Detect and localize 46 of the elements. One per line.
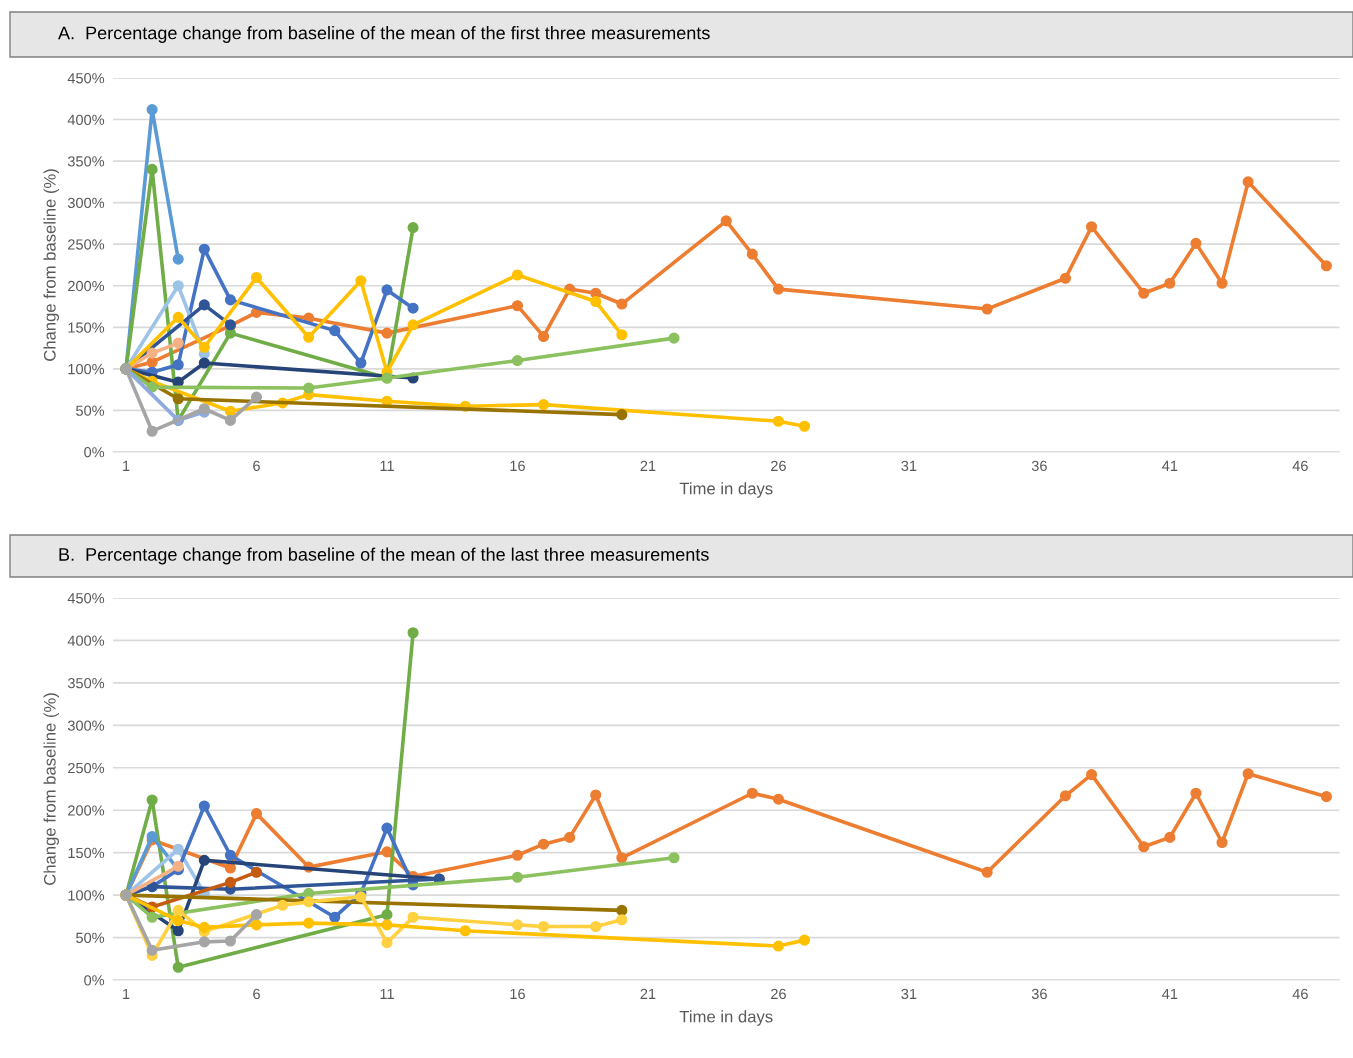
- x-tick-label: 31: [901, 460, 917, 472]
- y-tick-label: 250%: [68, 239, 105, 250]
- x-tick-label: 16: [510, 460, 525, 472]
- y-tick-label: 150%: [68, 322, 105, 333]
- y-tick-label: 350%: [67, 677, 105, 689]
- y-axis-title: Change from baseline (%): [43, 169, 60, 361]
- y-tick-label: 150%: [68, 847, 105, 859]
- x-axis-title: Time in days: [679, 1010, 773, 1026]
- chart-title: A. Percentage change from baseline of the mean of the first three measurements: [58, 26, 710, 43]
- y-tick-label: 400%: [67, 114, 105, 125]
- x-tick-label: 1: [123, 460, 130, 471]
- x-tick-label: 1: [123, 988, 130, 999]
- x-tick-label: 36: [1031, 460, 1047, 472]
- x-tick-label: 26: [771, 988, 786, 1000]
- x-tick-label: 6: [253, 988, 260, 1000]
- x-tick-label: 6: [253, 460, 260, 472]
- y-tick-label: 400%: [67, 635, 105, 646]
- y-tick-label: 450%: [67, 73, 105, 84]
- x-tick-label: 36: [1031, 988, 1047, 1000]
- x-tick-label: 31: [901, 988, 917, 1000]
- x-tick-label: 41: [1162, 988, 1178, 999]
- y-tick-label: 50%: [76, 932, 105, 943]
- y-tick-label: 200%: [68, 280, 105, 292]
- x-tick-label: 11: [380, 988, 394, 999]
- y-tick-label: 200%: [68, 805, 105, 816]
- y-tick-label: 450%: [67, 593, 105, 604]
- x-axis-title: Time in days: [679, 482, 773, 498]
- x-tick-label: 46: [1292, 988, 1308, 1000]
- y-tick-label: 50%: [76, 405, 105, 416]
- x-tick-label: 21: [640, 988, 656, 999]
- x-tick-label: 11: [380, 460, 394, 471]
- y-tick-label: 350%: [67, 156, 105, 167]
- y-tick-label: 100%: [68, 363, 105, 375]
- y-tick-label: 300%: [67, 720, 105, 731]
- x-tick-label: 41: [1162, 460, 1178, 471]
- chart-title: B. Percentage change from baseline of the mean of the last three measurements: [59, 547, 709, 565]
- y-tick-label: 100%: [68, 890, 105, 901]
- x-tick-label: 46: [1292, 460, 1308, 472]
- x-tick-label: 16: [510, 988, 525, 1000]
- y-tick-label: 0%: [84, 447, 105, 458]
- y-tick-label: 250%: [68, 762, 105, 774]
- x-tick-label: 21: [640, 460, 656, 471]
- y-axis-title: Change from baseline (%): [43, 693, 60, 885]
- y-tick-label: 0%: [84, 975, 105, 986]
- y-tick-label: 300%: [67, 197, 105, 209]
- x-tick-label: 26: [771, 460, 786, 472]
